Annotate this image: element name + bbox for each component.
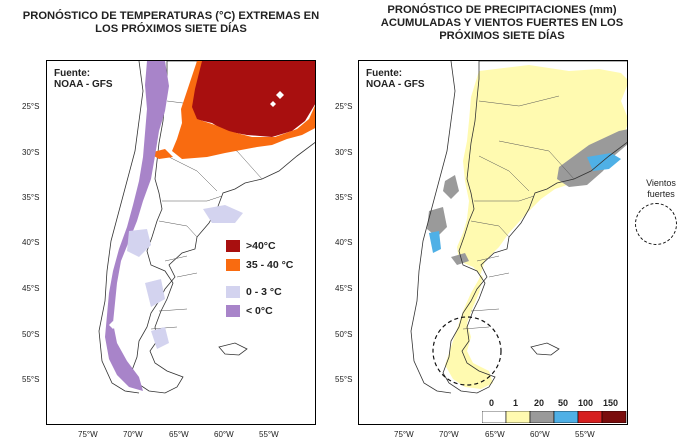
legend-item-0-3: 0 - 3 °C [226,286,282,298]
lon-label: 60°W [214,430,234,439]
lat-label: 50°S [335,330,353,339]
chile-coast [98,61,144,394]
legend-item-over-40: >40°C [226,240,276,252]
precipitation-source-label: Fuente: NOAA - GFS [366,68,425,90]
strong-wind-area [432,316,502,386]
lat-label: 55°S [335,375,353,384]
lat-label: 45°S [22,284,40,293]
colorbar-tick: 1 [513,398,519,408]
diamond-marker [109,321,117,329]
province-borders [462,95,575,330]
precipitation-map [358,60,628,425]
lat-label: 35°S [335,193,353,202]
precipitation-map-title: PRONÓSTICO DE PRECIPITACIONES (mm) ACUMU… [380,4,624,42]
lat-label: 35°S [22,193,40,202]
precip-50-100-region-a [587,153,621,171]
lon-label: 75°W [78,430,98,439]
lon-label: 70°W [439,430,459,439]
precip-20-50-region-d [451,253,469,265]
lat-label: 25°S [22,102,40,111]
precip-50-100-region-b [429,231,441,253]
lon-label: 65°W [485,430,505,439]
lon-label: 55°W [259,430,279,439]
legend-label: < 0°C [246,305,273,317]
lat-label: 30°S [22,148,40,157]
legend-swatch [226,240,240,252]
temp-0-3-region-a [127,229,151,257]
colorbar-tick: 20 [534,398,545,408]
temp-below-0-region [105,61,169,391]
colorbar-segment [529,411,555,423]
lat-label: 30°S [335,148,353,157]
legend-swatch [226,259,240,271]
colorbar-segment [505,411,531,423]
diamond-marker [270,101,276,107]
temp-over-40-region [187,61,315,137]
falklands [218,342,248,356]
temp-35-40-region [172,61,315,159]
lon-label: 75°W [394,430,414,439]
precip-20-50-region-b [443,175,459,199]
precip-1-20-region [445,65,627,389]
falklands [530,342,560,356]
temp-0-3-region-d [151,327,169,349]
temperature-source-label: Fuente: NOAA - GFS [54,68,113,90]
legend-label: >40°C [246,240,276,252]
colorbar-tick: 150 [603,398,619,408]
colorbar-tick: 100 [578,398,594,408]
land-outline [442,61,627,394]
strong-wind-legend-label: Vientos fuertes [646,178,676,199]
temp-0-3-region-b [203,205,243,223]
colorbar-segment [577,411,603,423]
strong-wind-legend-symbol [635,203,677,245]
lon-label: 70°W [123,430,143,439]
temperature-map-title: PRONÓSTICO DE TEMPERATURAS (°C) EXTREMAS… [22,10,320,35]
precipitation-map-graphic [410,61,627,394]
temp-0-3-region-c [145,279,165,307]
colorbar-tick: 0 [489,398,495,408]
diamond-marker [276,91,284,99]
colorbar-segment [601,411,627,423]
lon-label: 55°W [575,430,595,439]
temperature-map [46,60,316,425]
legend-label: 35 - 40 °C [246,259,294,271]
lon-label: 65°W [169,430,189,439]
legend-item-35-40: 35 - 40 °C [226,259,293,271]
lat-label: 55°S [22,375,40,384]
land-outline [130,61,315,394]
precipitation-colorbar [482,411,627,423]
lat-label: 40°S [335,238,353,247]
legend-swatch [226,305,240,317]
lat-label: 45°S [335,284,353,293]
lon-label: 60°W [530,430,550,439]
temperature-map-graphic [98,61,315,394]
lat-label: 25°S [335,102,353,111]
colorbar-tick: 50 [558,398,569,408]
colorbar-segment [553,411,579,423]
chile-coast [410,61,456,394]
precip-20-50-region-c [427,207,447,237]
lat-label: 40°S [22,238,40,247]
legend-label: 0 - 3 °C [246,286,282,298]
legend-item-below-0: < 0°C [226,305,273,317]
legend-swatch [226,286,240,298]
lat-label: 50°S [22,330,40,339]
colorbar-segment [482,411,507,423]
